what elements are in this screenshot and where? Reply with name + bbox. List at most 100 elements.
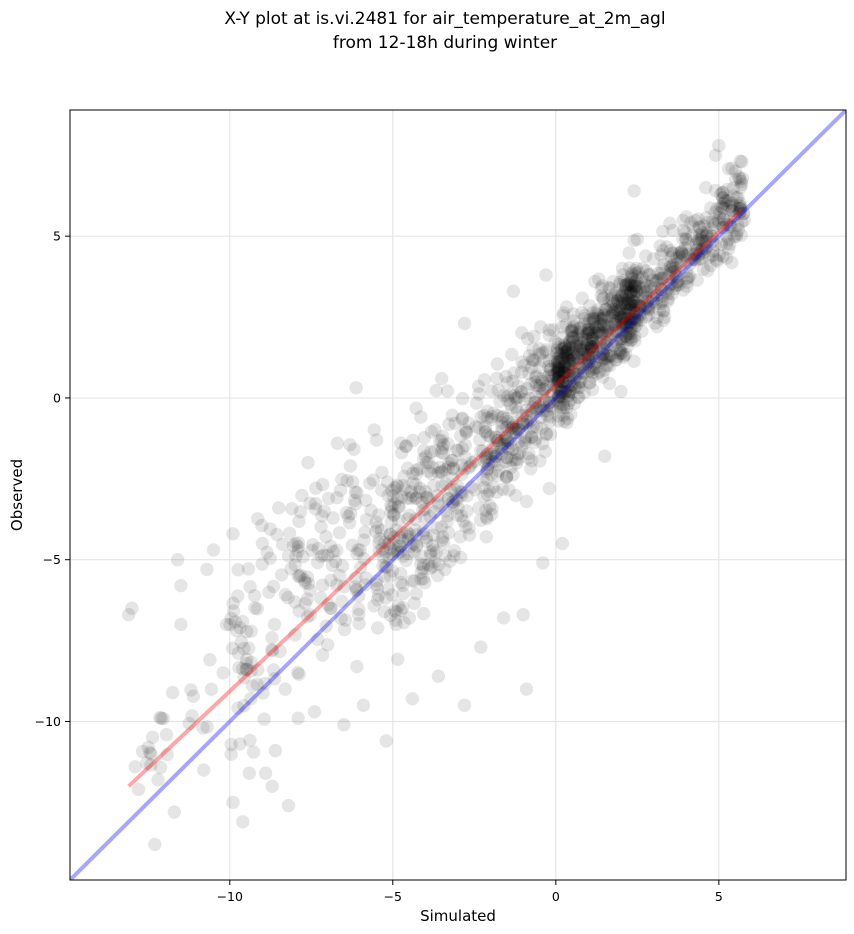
data-point — [526, 342, 540, 356]
data-point — [459, 426, 473, 440]
data-point — [615, 346, 629, 361]
chart-title: X-Y plot at is.vi.2481 for air_temperatu… — [224, 9, 665, 29]
data-point — [575, 329, 590, 344]
data-point — [615, 323, 629, 338]
data-point — [410, 539, 424, 553]
data-point — [551, 374, 565, 388]
data-point — [631, 279, 645, 293]
data-point — [557, 366, 572, 380]
data-point — [582, 354, 596, 368]
data-point — [510, 456, 524, 470]
data-point — [543, 427, 558, 442]
data-point — [432, 460, 447, 475]
data-point — [679, 233, 694, 247]
data-point — [666, 265, 681, 279]
data-point — [663, 216, 677, 230]
data-point — [712, 216, 726, 230]
data-point — [565, 322, 580, 337]
data-point — [575, 331, 589, 345]
data-point — [551, 355, 565, 370]
data-point — [347, 493, 362, 507]
data-point — [674, 245, 689, 259]
data-point — [507, 388, 522, 403]
data-point — [419, 531, 433, 545]
data-point — [523, 421, 537, 435]
data-point — [521, 451, 536, 465]
data-point — [469, 420, 483, 434]
data-point — [296, 550, 310, 564]
data-point — [594, 289, 608, 303]
data-point — [526, 353, 540, 368]
data-point — [708, 148, 723, 162]
data-point — [518, 433, 532, 448]
data-point — [586, 328, 601, 342]
data-point — [580, 336, 594, 350]
data-point — [551, 390, 565, 404]
data-point — [686, 220, 701, 234]
data-point — [141, 740, 155, 755]
y-tick-label: −5 — [43, 552, 61, 567]
data-point — [358, 525, 372, 539]
data-point — [603, 327, 617, 342]
data-point — [501, 393, 515, 407]
data-point — [545, 402, 559, 416]
data-point — [623, 321, 637, 335]
data-point — [552, 369, 566, 384]
data-point — [303, 583, 317, 597]
data-point — [587, 313, 601, 327]
data-point — [629, 306, 643, 320]
data-point — [526, 420, 540, 434]
data-point — [410, 466, 424, 481]
data-point — [383, 569, 397, 583]
data-point — [562, 353, 577, 367]
data-point — [250, 677, 264, 691]
data-point — [559, 375, 573, 389]
data-point — [615, 294, 629, 309]
data-point — [630, 232, 644, 247]
data-point — [551, 396, 565, 410]
data-point — [608, 305, 622, 319]
data-point — [309, 481, 323, 495]
data-point — [440, 515, 454, 529]
data-point — [505, 347, 519, 362]
data-point — [600, 359, 615, 373]
data-point — [734, 201, 748, 216]
data-point — [391, 499, 406, 514]
data-point — [654, 267, 668, 281]
data-point — [572, 375, 586, 390]
data-point — [562, 341, 576, 355]
data-point — [615, 325, 629, 340]
data-point — [619, 320, 633, 334]
data-point — [263, 522, 277, 536]
data-point — [372, 532, 387, 546]
data-point — [532, 341, 546, 356]
data-point — [582, 325, 596, 339]
data-point — [420, 534, 434, 548]
data-point — [624, 278, 638, 292]
data-point — [506, 419, 521, 433]
data-point — [495, 410, 509, 425]
data-point — [533, 400, 547, 414]
data-point — [692, 252, 707, 266]
data-point — [404, 485, 418, 499]
data-point — [386, 508, 401, 522]
data-point — [552, 360, 566, 374]
data-point — [326, 511, 340, 525]
data-point — [612, 303, 626, 318]
data-point — [395, 490, 409, 504]
data-point — [683, 257, 697, 271]
data-point — [598, 335, 613, 349]
data-point — [543, 362, 558, 377]
data-point — [506, 421, 521, 435]
data-point — [394, 603, 408, 617]
data-point — [440, 384, 455, 398]
fit-line — [127, 208, 744, 788]
data-point — [613, 342, 627, 357]
data-point — [233, 621, 247, 635]
data-point — [563, 393, 578, 407]
data-point — [638, 301, 653, 315]
data-point — [556, 309, 570, 323]
data-point — [380, 560, 394, 574]
data-point — [614, 311, 628, 325]
data-point — [623, 284, 637, 299]
